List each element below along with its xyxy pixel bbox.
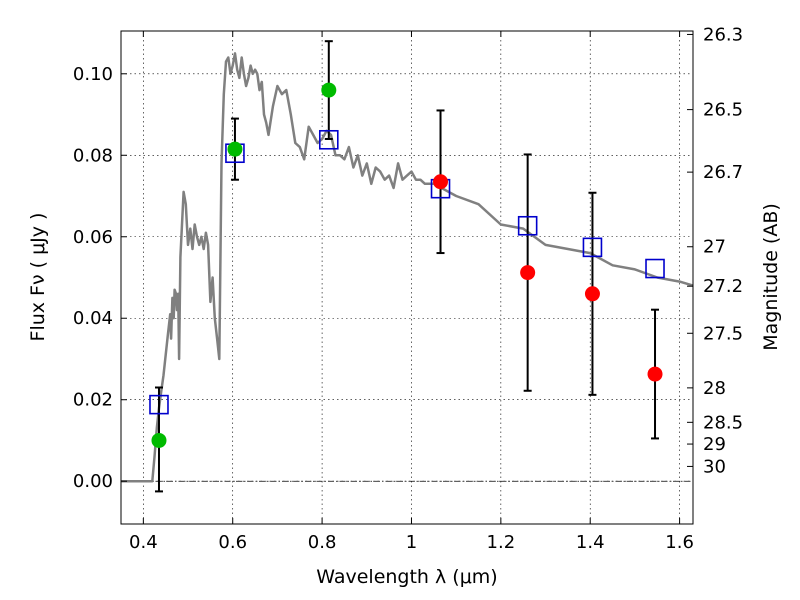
model-flux-square (318, 129, 339, 150)
observed-flux-point (584, 286, 600, 302)
y-tick-label: 0.10 (73, 64, 113, 85)
y2-tick-label: 27 (703, 237, 726, 258)
observed-flux-point (151, 432, 167, 448)
observed-flux-point (321, 82, 337, 98)
x-tick-label: 0.4 (129, 532, 158, 553)
observed-flux-point (433, 174, 449, 190)
y-axis-label: Flux Fν ( μJy ) (27, 213, 49, 342)
x-tick-label: 1.6 (665, 532, 694, 553)
y2-axis-label: Magnitude (AB) (760, 203, 782, 351)
error-bars (154, 40, 660, 493)
plot-background (121, 31, 693, 524)
x-tick-label: 1 (406, 532, 417, 553)
x-tick-label: 0.8 (308, 532, 337, 553)
model-flux-markers (149, 129, 665, 415)
observed-flux-point (227, 141, 243, 157)
model-flux-square (149, 394, 169, 415)
y-tick-label: 0.06 (73, 227, 113, 248)
y2-tick-label: 28 (703, 378, 726, 399)
y2-tick-label: 28.5 (703, 412, 743, 433)
y2-tick-label: 30 (703, 456, 726, 477)
y-tick-label: 0.08 (73, 145, 113, 166)
x-tick-label: 1.4 (576, 532, 605, 553)
y-tick-label: 0.02 (73, 390, 113, 411)
y2-tick-label: 26.7 (703, 162, 743, 183)
model-sed-line (121, 52, 694, 483)
observed-flux-markers (151, 82, 663, 448)
model-flux-square (645, 258, 665, 279)
plot-frame (120, 30, 694, 525)
y2-tick-label: 26.3 (703, 24, 743, 45)
x-tick-label: 0.6 (218, 532, 247, 553)
y-tick-label: 0.00 (73, 471, 113, 492)
x-tick-label: 1.2 (487, 532, 516, 553)
y2-tick-label: 29 (703, 434, 726, 455)
model-flux-square (517, 215, 538, 236)
ticks: 0.4 0.6 0.8 1 1.2 1.4 1.6 0.00 0.02 0.04 0.06 0.08 0… (73, 24, 743, 553)
model-flux-square (582, 237, 603, 258)
grid (121, 31, 693, 524)
y2-tick-label: 27.2 (703, 276, 743, 297)
y2-tick-label: 26.5 (703, 100, 743, 121)
observed-flux-point (647, 366, 663, 382)
y-tick-label: 0.04 (73, 308, 113, 329)
y2-tick-label: 27.5 (703, 323, 743, 344)
x-axis-label: Wavelength λ (μm) (316, 566, 497, 588)
observed-flux-point (520, 265, 536, 281)
